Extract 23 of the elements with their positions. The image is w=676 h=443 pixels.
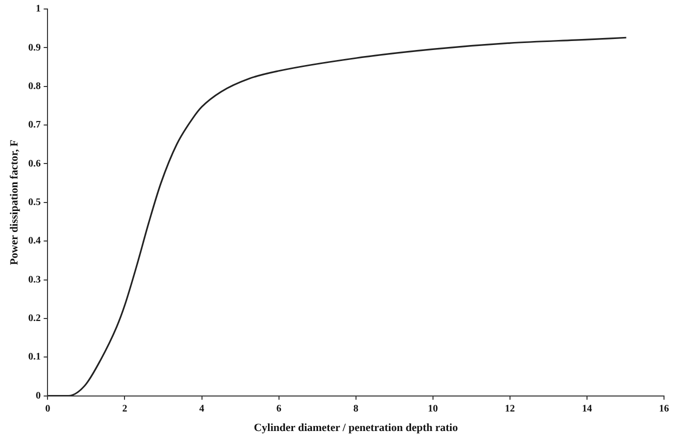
y-tick-label: 0.3	[28, 274, 41, 286]
y-tick-label: 0.9	[28, 42, 41, 54]
y-tick-label: 0.7	[28, 120, 41, 131]
x-tick-label: 14	[582, 403, 592, 414]
y-tick-label: 0	[36, 390, 41, 402]
x-tick-label: 0	[45, 403, 50, 414]
x-tick-label: 16	[659, 403, 669, 414]
x-tick-label: 6	[276, 403, 282, 414]
x-axis-title: Cylinder diameter / penetration depth ratio	[254, 422, 458, 434]
y-axis-title: Power dissipation factor, F	[8, 139, 20, 266]
line-series	[48, 36, 628, 396]
x-tick-label: 12	[504, 403, 515, 414]
y-tick-label: 0.5	[28, 196, 41, 208]
x-tick-label: 10	[428, 403, 438, 414]
x-tick-label: 8	[353, 403, 358, 414]
y-tick-label: 1	[36, 4, 41, 15]
x-tick-label: 4	[199, 403, 204, 414]
y-tick-label: 0.1	[28, 352, 41, 363]
y-tick-label: 0.2	[28, 313, 41, 324]
y-tick-label: 0.8	[28, 80, 41, 92]
y-tick-label: 0.6	[28, 158, 41, 170]
x-tick-label: 2	[122, 403, 128, 414]
y-tick-label: 0.4	[28, 236, 41, 247]
